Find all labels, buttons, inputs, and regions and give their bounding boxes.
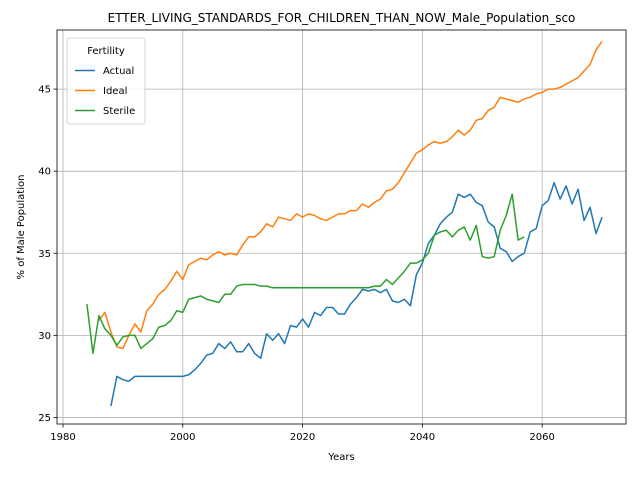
legend-title: Fertility [87,46,125,57]
y-tick-label: 45 [38,85,51,96]
legend: Fertility Actual Ideal Sterile [67,38,145,124]
legend-label-sterile: Sterile [103,106,135,117]
x-tick-label: 2040 [410,432,435,443]
y-tick-label: 25 [38,413,51,424]
x-tick-label: 1980 [50,432,75,443]
x-tick-label: 2060 [529,432,554,443]
x-tick-label: 2020 [290,432,315,443]
legend-label-ideal: Ideal [103,86,127,97]
y-tick-label: 35 [38,249,51,260]
chart-title: ETTER_LIVING_STANDARDS_FOR_CHILDREN_THAN… [108,11,576,25]
y-tick-label: 40 [38,167,51,178]
y-tick-label: 30 [38,331,51,342]
x-tick-label: 2000 [170,432,195,443]
legend-label-actual: Actual [103,66,134,77]
x-axis-label: Years [327,452,354,463]
y-axis-label: % of Male Population [16,175,27,280]
